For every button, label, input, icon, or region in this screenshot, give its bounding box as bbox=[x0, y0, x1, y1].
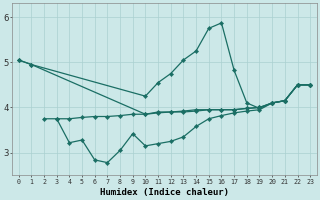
X-axis label: Humidex (Indice chaleur): Humidex (Indice chaleur) bbox=[100, 188, 229, 197]
